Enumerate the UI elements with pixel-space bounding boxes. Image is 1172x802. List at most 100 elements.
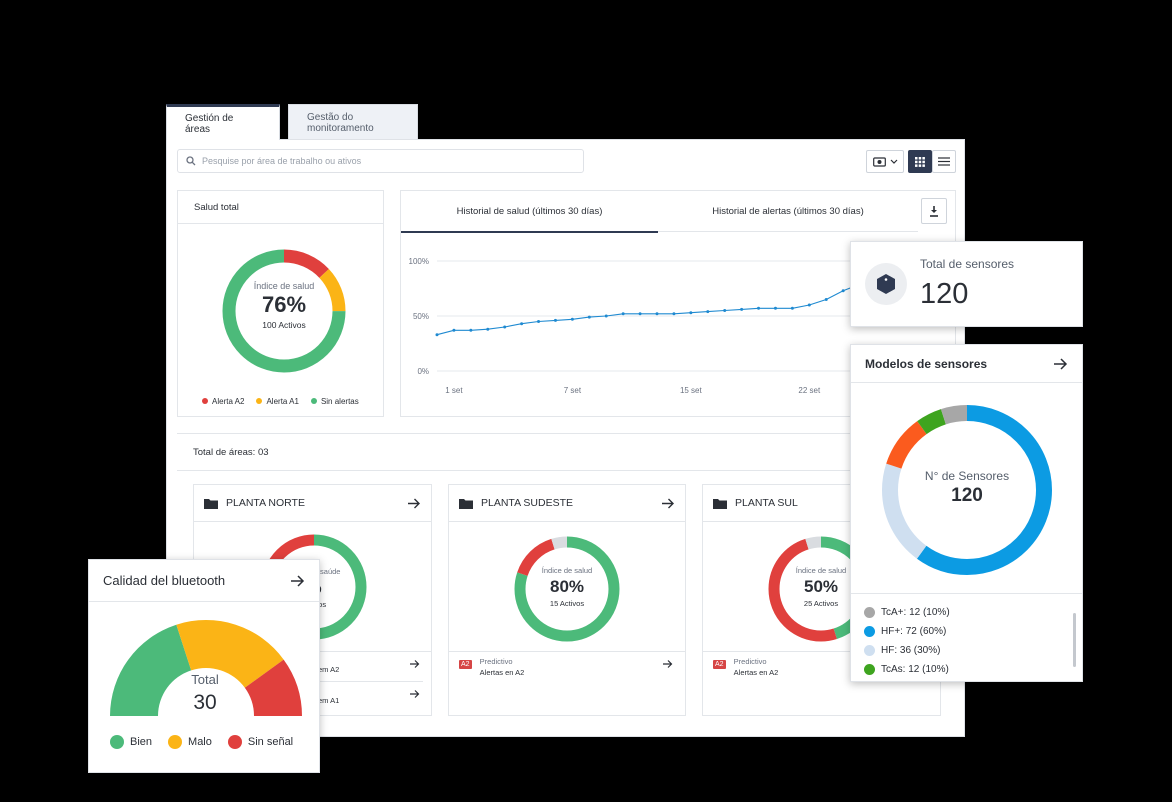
- area-card-planta-sudeste[interactable]: PLANTA SUDESTE Índice de salud 80% 15 Ac…: [448, 484, 686, 716]
- data-point: [435, 333, 439, 337]
- arrow-right-icon[interactable]: [291, 574, 305, 587]
- sensor-center-label: N° de Sensores: [924, 469, 1010, 483]
- legend-item-bien: Bien: [110, 735, 152, 749]
- salud-legend: Alerta A2 Alerta A1 Sin alertas: [202, 397, 359, 406]
- legend-item: HF+: 72 (60%): [864, 622, 950, 641]
- data-point: [740, 307, 744, 311]
- data-point: [706, 310, 710, 314]
- salud-total-title: Salud total: [194, 201, 239, 213]
- tab-gestion-areas[interactable]: Gestión de áreas: [166, 104, 280, 140]
- salud-center-value: 76%: [261, 292, 307, 317]
- predictive-row[interactable]: A2 Predictivo Alertas en A2: [713, 657, 779, 677]
- data-point: [486, 327, 490, 331]
- search-input[interactable]: Pesquise por área de trabalho ou ativos: [177, 149, 584, 173]
- sensor-models-card: Modelos de sensores N° de Sensores 120 T…: [850, 344, 1083, 682]
- donut-segment: [768, 536, 874, 642]
- data-point: [604, 314, 608, 318]
- data-point: [689, 311, 693, 315]
- arrow-right-icon[interactable]: [1054, 357, 1068, 370]
- scrollbar[interactable]: [1073, 613, 1076, 667]
- search-placeholder: Pesquise por área de trabalho ou ativos: [202, 156, 362, 166]
- data-point: [723, 309, 727, 312]
- donut-segment: [222, 249, 346, 373]
- salud-center-label: Índice de salud: [253, 281, 315, 291]
- total-sensors-card: Total de sensores 120: [850, 241, 1083, 327]
- donut-segment: [882, 405, 1052, 575]
- donut-segment: [514, 536, 620, 642]
- data-point: [790, 306, 794, 310]
- y-tick-label: 50%: [413, 312, 429, 321]
- arrow-right-icon[interactable]: [410, 689, 420, 699]
- x-tick-label: 22 set: [798, 386, 821, 395]
- list-view-button[interactable]: [932, 150, 956, 173]
- area-name: PLANTA SUL: [735, 497, 798, 509]
- a2-badge: A2: [713, 660, 726, 669]
- total-sensors-value: 120: [920, 278, 969, 310]
- data-point: [757, 306, 761, 310]
- donut-segment: [768, 536, 874, 642]
- view-mode-dropdown[interactable]: [866, 150, 904, 173]
- folder-icon: [713, 498, 727, 509]
- arrow-right-icon[interactable]: [662, 498, 675, 509]
- sensor-legend: TcA+: 12 (10%) HF+: 72 (60%) HF: 36 (30%…: [864, 603, 950, 679]
- salud-donut: [222, 249, 346, 373]
- gauge-segment: [244, 659, 302, 716]
- data-point: [537, 320, 541, 323]
- grid-view-button[interactable]: [908, 150, 932, 173]
- donut-segment: [882, 405, 1052, 575]
- download-button[interactable]: [921, 198, 947, 224]
- data-point: [452, 328, 456, 332]
- legend-item-sin-senal: Sin señal: [227, 735, 293, 749]
- tab-historial-alertas[interactable]: Historial de alertas (últimos 30 días): [658, 191, 918, 232]
- arrow-right-icon[interactable]: [410, 659, 420, 669]
- arrow-right-icon[interactable]: [663, 659, 673, 669]
- data-point: [570, 317, 574, 321]
- camera-icon: [872, 156, 886, 167]
- sensor-hex-icon: [865, 263, 907, 305]
- salud-center-sub: 100 Activos: [262, 320, 306, 330]
- legend-item: TcA+: 12 (10%): [864, 603, 950, 622]
- grid-icon: [915, 156, 925, 167]
- x-tick-label: 15 set: [680, 386, 703, 395]
- tab-historial-salud[interactable]: Historial de salud (últimos 30 días): [401, 191, 658, 233]
- series-line: [436, 281, 878, 336]
- tab-gestao-monitoramento[interactable]: Gestão do monitoramento: [288, 104, 418, 140]
- data-point: [587, 315, 591, 319]
- y-tick-label: 100%: [409, 257, 429, 266]
- salud-total-card: Salud total Índice de salud 76% 100 Acti…: [177, 190, 384, 417]
- list-icon: [938, 157, 950, 166]
- health-line-chart: 100% 50% 0% 1 set 7 set 15 set 22 set: [409, 257, 916, 395]
- area-name: PLANTA NORTE: [226, 497, 305, 509]
- tab-label: Gestão do monitoramento: [307, 111, 374, 134]
- y-tick-label: 0%: [417, 367, 429, 376]
- areas-total-label: Total de áreas: 03: [193, 446, 269, 458]
- search-icon: [186, 156, 196, 166]
- bluetooth-title: Calidad del bluetooth: [103, 573, 226, 588]
- data-point: [503, 325, 507, 329]
- data-point: [638, 312, 642, 316]
- x-tick-label: 1 set: [445, 386, 463, 395]
- data-point: [773, 306, 777, 310]
- sensor-models-donut: [882, 405, 1052, 575]
- data-point: [807, 303, 811, 307]
- folder-icon: [459, 498, 473, 509]
- data-point: [520, 322, 524, 326]
- data-point: [824, 298, 828, 301]
- area-donut: [514, 536, 620, 642]
- tab-label: Gestión de áreas: [185, 112, 234, 135]
- folder-icon: [204, 498, 218, 509]
- bluetooth-legend: Bien Malo Sin señal: [110, 735, 293, 749]
- a2-badge: A2: [459, 660, 472, 669]
- data-point: [553, 318, 557, 322]
- data-point: [841, 289, 845, 293]
- legend-item-sin-alertas: Sin alertas: [310, 397, 359, 406]
- donut-segment: [261, 534, 367, 640]
- total-sensors-label: Total de sensores: [920, 257, 1015, 271]
- bluetooth-gauge: [110, 620, 302, 716]
- x-tick-label: 7 set: [564, 386, 582, 395]
- bluetooth-center-label: Total: [191, 672, 219, 687]
- arrow-right-icon[interactable]: [408, 498, 421, 509]
- data-point: [672, 312, 676, 316]
- chevron-down-icon: [890, 159, 897, 164]
- predictive-row[interactable]: A2 Predictivo Alertas en A2: [459, 657, 525, 677]
